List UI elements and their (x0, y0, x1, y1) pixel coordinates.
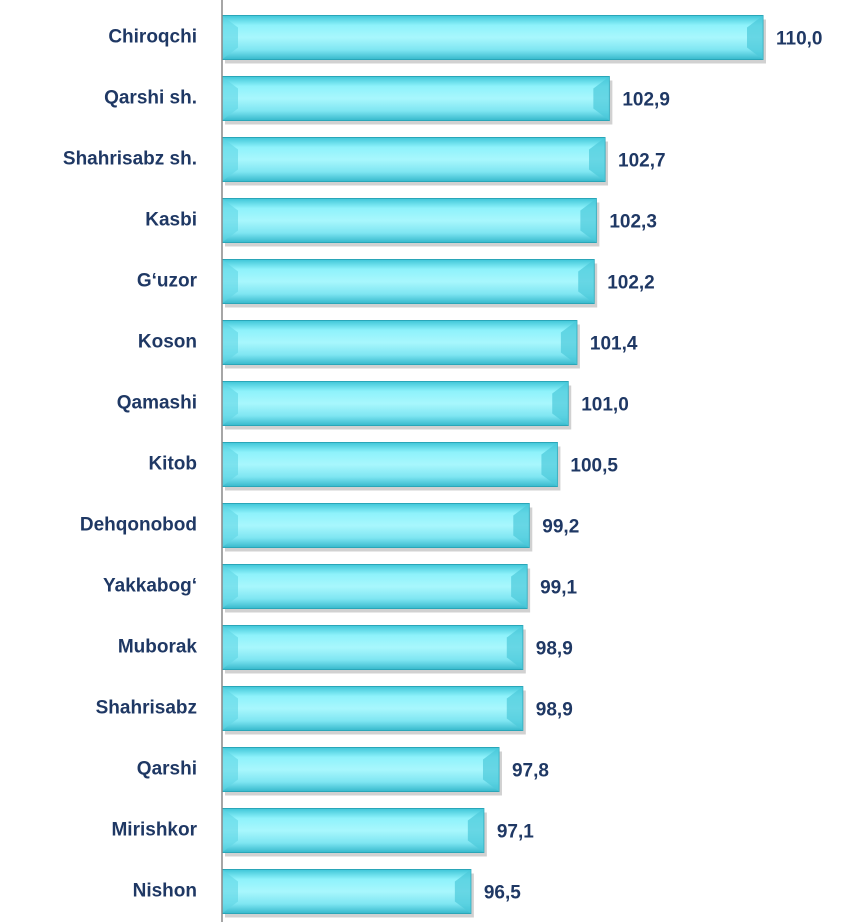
bar-bevel (511, 564, 528, 609)
data-label: 99,1 (540, 578, 577, 599)
bar-bevel (513, 503, 530, 548)
bar-bevel (222, 320, 238, 365)
y-tick-label: Kasbi (145, 210, 197, 231)
bar-bevel (222, 564, 238, 609)
data-label: 101,4 (590, 334, 638, 355)
bar-bevel (222, 808, 238, 853)
y-tick-label: Koson (138, 332, 197, 353)
bar-bevel (222, 259, 238, 304)
bar-bevel (506, 686, 523, 731)
y-tick-label: Nishon (133, 881, 197, 902)
bar-bevel (541, 442, 558, 487)
data-label: 96,5 (484, 883, 521, 904)
y-tick-label: Qarshi sh. (104, 88, 197, 109)
bar-bevel (222, 137, 238, 182)
y-tick-label: Yakkabog‘ (103, 576, 197, 597)
bar-bevel (222, 869, 238, 914)
bar-bevel (506, 625, 523, 670)
bar (221, 320, 578, 365)
bar (221, 503, 530, 548)
data-label: 100,5 (570, 456, 618, 477)
data-label: 97,8 (512, 761, 549, 782)
bar (221, 808, 485, 853)
data-label: 110,0 (776, 29, 823, 50)
bar (221, 442, 558, 487)
y-tick-label: Muborak (118, 637, 198, 658)
data-label: 102,2 (607, 273, 655, 294)
y-tick-label: Kitob (148, 454, 197, 475)
bar-bevel (222, 442, 238, 487)
y-tick-label: G‘uzor (137, 271, 198, 292)
y-tick-label: Dehqonobod (80, 515, 197, 536)
y-tick-label: Qamashi (117, 393, 197, 414)
data-label: 102,7 (618, 151, 666, 172)
bar (221, 259, 595, 304)
bar-bevel (222, 625, 238, 670)
bar-bevel (454, 869, 471, 914)
data-label: 99,2 (542, 517, 579, 538)
data-label: 97,1 (497, 822, 534, 843)
data-label: 98,9 (536, 700, 573, 721)
bar (221, 625, 524, 670)
y-tick-label: Chiroqchi (108, 27, 197, 48)
bar-bevel (222, 686, 238, 731)
data-label: 102,9 (622, 90, 670, 111)
bar-bevel (560, 320, 577, 365)
bar-bevel (482, 747, 499, 792)
data-label: 101,0 (581, 395, 629, 416)
bar (221, 137, 606, 182)
bar (221, 381, 569, 426)
y-tick-label: Qarshi (137, 759, 197, 780)
bar-bevel (222, 503, 238, 548)
bar-bevel (580, 198, 597, 243)
bar-bevel (552, 381, 569, 426)
bar (221, 76, 610, 121)
bar (221, 869, 472, 914)
bar (221, 686, 524, 731)
data-label: 102,3 (609, 212, 657, 233)
bar-bevel (467, 808, 484, 853)
bar-bevel (222, 198, 238, 243)
bar-bevel (222, 76, 238, 121)
data-label: 98,9 (536, 639, 573, 660)
bar (221, 747, 500, 792)
bar (221, 15, 764, 60)
bar-bevel (747, 15, 763, 60)
bar-bevel (589, 137, 606, 182)
bar (221, 564, 528, 609)
bar-bevel (222, 381, 238, 426)
bar (221, 198, 597, 243)
bar-bevel (593, 76, 610, 121)
bar-bevel (578, 259, 595, 304)
y-tick-label: Shahrisabz sh. (63, 149, 197, 170)
y-tick-label: Mirishkor (111, 820, 197, 841)
bar-bevel (222, 747, 238, 792)
bar-bevel (222, 15, 238, 60)
y-tick-label: Shahrisabz (96, 698, 197, 719)
